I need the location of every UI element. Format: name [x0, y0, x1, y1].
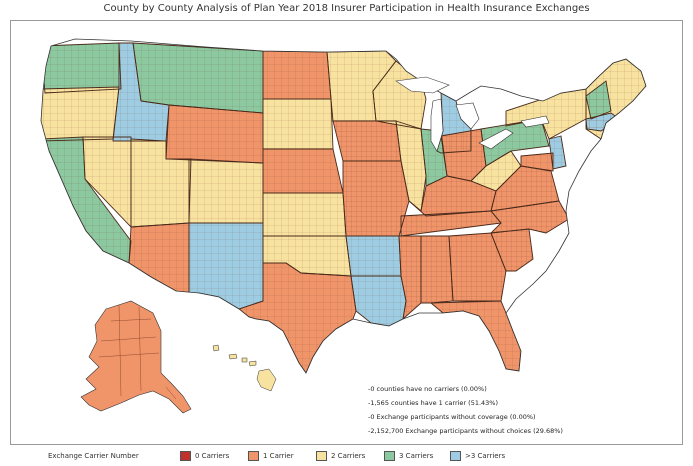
county-lines-oklahoma — [263, 236, 351, 276]
county-lines-new-mexico — [189, 223, 263, 309]
county-lines-california — [41, 137, 131, 263]
county-lines-arizona — [129, 223, 189, 297]
legend-item-3-carriers: 3 Carriers — [384, 451, 433, 461]
stat-line: -0 Exchange participants without coverag… — [368, 413, 536, 421]
state-border-maryland — [520, 152, 554, 172]
county-lines-tennessee — [401, 211, 501, 236]
legend: Exchange Carrier Number 0 Carriers 1 Car… — [10, 448, 683, 464]
county-lines-georgia — [449, 233, 506, 301]
county-lines-arkansas — [346, 236, 401, 276]
county-lines-kentucky — [409, 176, 496, 216]
legend-swatch — [180, 451, 191, 461]
summary-stats: -0 counties have no carriers (0.00%) -1,… — [368, 382, 563, 438]
stat-line: -0 counties have no carriers (0.00%) — [368, 385, 487, 393]
county-lines-maryland — [521, 153, 553, 171]
state-border-new-jersey — [548, 135, 567, 170]
county-lines-south-carolina — [491, 229, 533, 271]
county-lines-alabama — [421, 236, 453, 303]
legend-item-0-carriers: 0 Carriers — [180, 451, 229, 461]
county-lines-kansas — [263, 193, 346, 236]
hawaii — [212, 344, 277, 392]
county-lines-louisiana — [351, 276, 406, 326]
county-lines-oregon — [41, 87, 119, 141]
county-lines-missouri — [343, 161, 409, 236]
state-border-alabama — [420, 235, 454, 304]
county-lines-north-dakota — [263, 51, 331, 99]
state-border-georgia — [448, 232, 507, 302]
county-lines-washington — [41, 43, 121, 93]
county-lines-illinois — [396, 121, 426, 211]
legend-label: 0 Carriers — [195, 452, 230, 460]
county-lines-colorado — [189, 159, 263, 223]
us-outline — [40, 38, 647, 374]
county-lines-iowa — [333, 121, 401, 161]
county-lines-minnesota — [327, 51, 396, 121]
county-lines-ohio — [441, 129, 486, 181]
county-lines-texas — [239, 263, 356, 373]
county-lines-mississippi — [399, 236, 421, 319]
legend-item-2-carriers: 2 Carriers — [316, 451, 365, 461]
legend-swatch — [248, 451, 259, 461]
county-lines-west-virginia — [471, 151, 521, 191]
county-lines-virginia — [491, 166, 559, 211]
great-lakes — [395, 76, 550, 152]
county-lines-vermont-nh — [586, 81, 611, 119]
county-lines-south-dakota — [263, 99, 333, 149]
legend-label: 1 Carrier — [263, 452, 294, 460]
alaska — [80, 300, 192, 414]
stat-line: -2,152,700 Exchange participants without… — [368, 427, 563, 435]
county-boundary-layer — [41, 43, 646, 373]
county-lines-wisconsin — [373, 61, 426, 129]
county-lines-florida — [431, 301, 521, 371]
state-border-wisconsin — [372, 60, 427, 130]
county-lines-idaho — [113, 43, 169, 141]
county-lines-wyoming — [166, 105, 263, 163]
legend-swatch — [384, 451, 395, 461]
county-lines-nebraska — [263, 149, 343, 193]
legend-swatch — [316, 451, 327, 461]
legend-item-more-carriers: >3 Carriers — [450, 451, 505, 461]
map-title: County by County Analysis of Plan Year 2… — [103, 3, 590, 14]
legend-label: >3 Carriers — [465, 452, 506, 460]
county-lines-pennsylvania — [481, 119, 549, 166]
legend-label: 3 Carriers — [399, 452, 434, 460]
county-lines-north-carolina — [491, 201, 569, 233]
legend-title: Exchange Carrier Number — [48, 452, 139, 460]
county-lines-indiana — [421, 129, 447, 186]
us-county-map — [40, 38, 647, 414]
county-lines-new-york — [506, 89, 586, 139]
legend-swatch — [450, 451, 461, 461]
county-lines-utah — [131, 139, 191, 227]
stat-line: -1,565 counties have 1 carrier (51.43%) — [368, 399, 499, 407]
legend-item-1-carrier: 1 Carrier — [248, 451, 294, 461]
map-frame — [10, 20, 683, 445]
county-lines-montana — [133, 43, 263, 113]
state-border-north-carolina — [489, 200, 570, 234]
county-lines-nevada — [83, 137, 131, 227]
legend-label: 2 Carriers — [331, 452, 366, 460]
state-border-vermont-nh — [585, 80, 612, 120]
